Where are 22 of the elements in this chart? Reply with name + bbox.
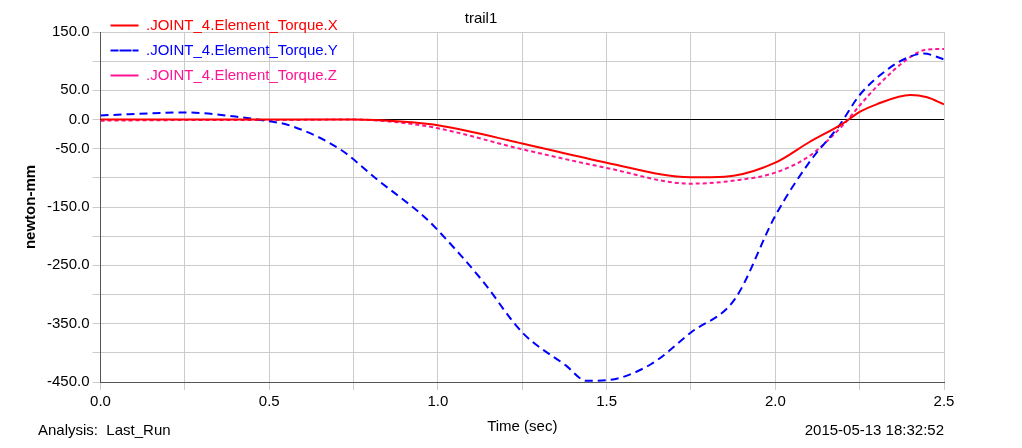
x-tick-label: 0.5 <box>258 392 280 410</box>
x-tick-label: 2.5 <box>933 392 955 410</box>
chart-title: trail1 <box>464 9 498 27</box>
x-tick-label: 1.0 <box>427 392 449 410</box>
y-tick-label: -250.0 <box>46 255 90 273</box>
text: 2015-05-13 18:32:52 <box>804 420 944 438</box>
y-tick-label: 150.0 <box>51 22 90 40</box>
x-tick-label: 1.5 <box>596 392 618 410</box>
x-tick-label: 0.0 <box>90 392 111 410</box>
y-tick-label: 50.0 <box>60 80 90 98</box>
y-tick-label: -50.0 <box>55 138 90 156</box>
legend-label: .JOINT_4.Element_Torque.Y <box>146 40 338 58</box>
x-tick-label: 2.0 <box>764 392 786 410</box>
y-tick-label: 0.0 <box>68 109 90 127</box>
y-tick-label: -150.0 <box>46 197 90 215</box>
legend-label: .JOINT_4.Element_Torque.X <box>146 15 338 33</box>
x-axis-title: Time (sec) <box>487 417 558 435</box>
y-axis-title: newton-mm <box>21 164 39 250</box>
y-tick-label: -350.0 <box>46 313 90 331</box>
text: Analysis: Last_Run <box>38 420 171 438</box>
y-tick-label: -450.0 <box>46 372 90 390</box>
legend-label: .JOINT_4.Element_Torque.Z <box>146 65 337 83</box>
